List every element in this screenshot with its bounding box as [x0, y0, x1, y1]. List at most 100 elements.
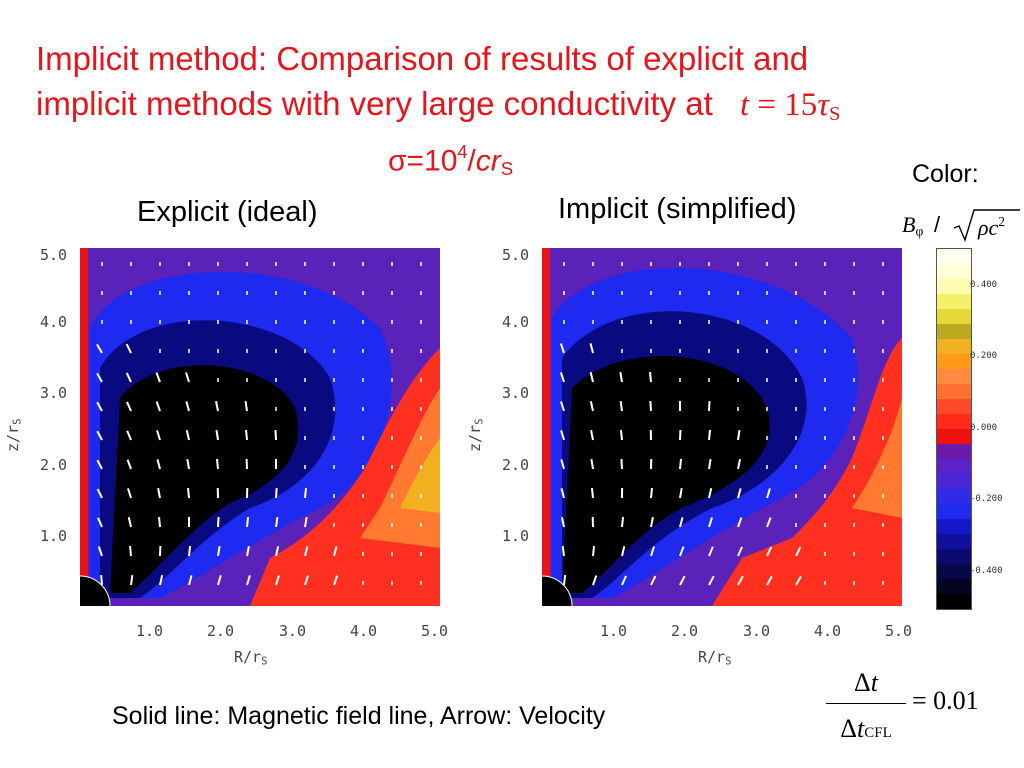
num-delta: Δ — [854, 668, 871, 697]
velocity-arrow — [708, 575, 715, 586]
colorbar-tick: -0.400 — [970, 566, 1003, 576]
velocity-arrow — [126, 430, 132, 441]
y-axis-label: z/rS — [4, 419, 24, 452]
velocity-arrow — [188, 545, 192, 557]
x-label-text: R/r — [698, 648, 726, 666]
y-label-sub: S — [11, 418, 24, 425]
formula-rho-text: ρc — [978, 215, 999, 241]
velocity-arrow — [560, 430, 565, 441]
velocity-arrow — [130, 574, 134, 586]
plot-implicit — [511, 248, 902, 637]
velocity-arrow — [592, 545, 596, 557]
time-eq: = 15 — [749, 87, 818, 123]
velocity-arrow — [100, 574, 103, 586]
velocity-arrow — [185, 430, 190, 441]
velocity-arrow — [679, 575, 686, 586]
velocity-arrow — [96, 401, 103, 412]
velocity-arrow — [559, 343, 565, 354]
y-label-text: z/r — [466, 424, 484, 452]
num-t: t — [870, 668, 878, 697]
velocity-arrow — [708, 400, 711, 412]
velocity-arrow — [737, 429, 741, 441]
x-tick: 1.0 — [600, 622, 628, 640]
colorbar-segment — [937, 399, 971, 414]
velocity-arrow — [620, 458, 623, 470]
velocity-arrow — [275, 546, 280, 557]
time-var: t — [739, 87, 750, 123]
velocity-arrow — [126, 401, 132, 412]
velocity-arrows — [559, 261, 884, 586]
velocity-arrow — [766, 546, 773, 557]
velocity-arrow — [246, 575, 251, 586]
title-line-2-text: implicit methods with very large conduct… — [36, 85, 713, 122]
y-tick: 2.0 — [502, 456, 530, 474]
velocity-arrow — [766, 575, 773, 586]
velocity-arrow — [215, 429, 219, 441]
formula-exp: 2 — [998, 214, 1005, 229]
velocity-arrow — [96, 372, 103, 383]
velocity-arrow — [97, 517, 103, 528]
velocity-arrow — [155, 372, 161, 383]
velocity-arrow — [795, 546, 802, 557]
y-tick: 2.0 — [40, 456, 68, 474]
y-label-text: z/r — [4, 424, 22, 452]
colorbar-segment — [937, 294, 971, 309]
velocity-arrow — [217, 545, 221, 557]
colorbar-segment — [937, 594, 971, 609]
velocity-arrow — [217, 575, 222, 586]
velocity-arrow — [126, 459, 132, 470]
time-expression: t = 15τS — [739, 87, 840, 125]
conductivity-value: σ=104/crS — [388, 142, 513, 180]
colorbar-tick: -0.200 — [970, 494, 1003, 504]
dark-lobe-core — [562, 355, 770, 593]
velocity-arrow — [304, 516, 308, 528]
y-tick: 1.0 — [40, 527, 68, 545]
velocity-arrow — [186, 458, 190, 470]
sigma-prefix: σ=10 — [388, 144, 458, 178]
colorbar-segment — [937, 354, 971, 369]
colorbar-segment — [937, 279, 971, 294]
velocity-arrow — [125, 372, 132, 383]
velocity-arrow — [304, 575, 310, 586]
ratio-value: = 0.01 — [912, 686, 979, 715]
velocity-arrow — [185, 372, 190, 383]
x-tick: 5.0 — [421, 622, 449, 640]
colorbar-segment — [937, 384, 971, 399]
velocity-arrow — [216, 458, 219, 470]
velocity-arrow — [155, 401, 161, 412]
velocity-arrow — [156, 430, 161, 441]
velocity-arrow — [795, 575, 802, 586]
velocity-arrow — [737, 546, 743, 557]
colorbar-segment — [937, 309, 971, 324]
velocity-arrow — [708, 429, 712, 441]
velocity-arrow — [650, 516, 654, 528]
colorbar-segment — [937, 474, 971, 489]
x-tick: 5.0 — [885, 622, 913, 640]
velocity-arrow — [737, 575, 744, 586]
velocity-arrow — [304, 487, 308, 499]
velocity-arrow — [125, 343, 132, 354]
velocity-arrow — [188, 575, 193, 586]
implicit-contour-plot — [511, 248, 902, 637]
x-label-sub: S — [261, 655, 268, 668]
x-axis-label: R/rS — [698, 648, 731, 668]
legend-caption: Solid line: Magnetic field line, Arrow: … — [112, 702, 606, 730]
velocity-arrow — [679, 546, 685, 557]
velocity-arrow — [766, 517, 772, 528]
velocity-arrow — [275, 487, 278, 499]
x-tick: 2.0 — [207, 622, 235, 640]
sigma-slash: / — [467, 144, 476, 178]
formula-phi: φ — [915, 223, 924, 239]
velocity-arrow — [650, 487, 654, 499]
orange-jet — [852, 398, 902, 518]
ratio-denominator: ΔtCFL — [826, 714, 906, 744]
velocity-arrow — [589, 343, 594, 354]
colorbar-segment — [937, 369, 971, 384]
title-line-1: Implicit method: Comparison of results o… — [36, 40, 809, 77]
velocity-arrow — [619, 429, 623, 441]
y-tick: 3.0 — [502, 384, 530, 402]
formula-rho: ρc2 — [978, 214, 1005, 241]
velocity-arrow — [621, 516, 625, 528]
velocity-arrow — [333, 575, 339, 586]
x-tick: 2.0 — [671, 622, 699, 640]
